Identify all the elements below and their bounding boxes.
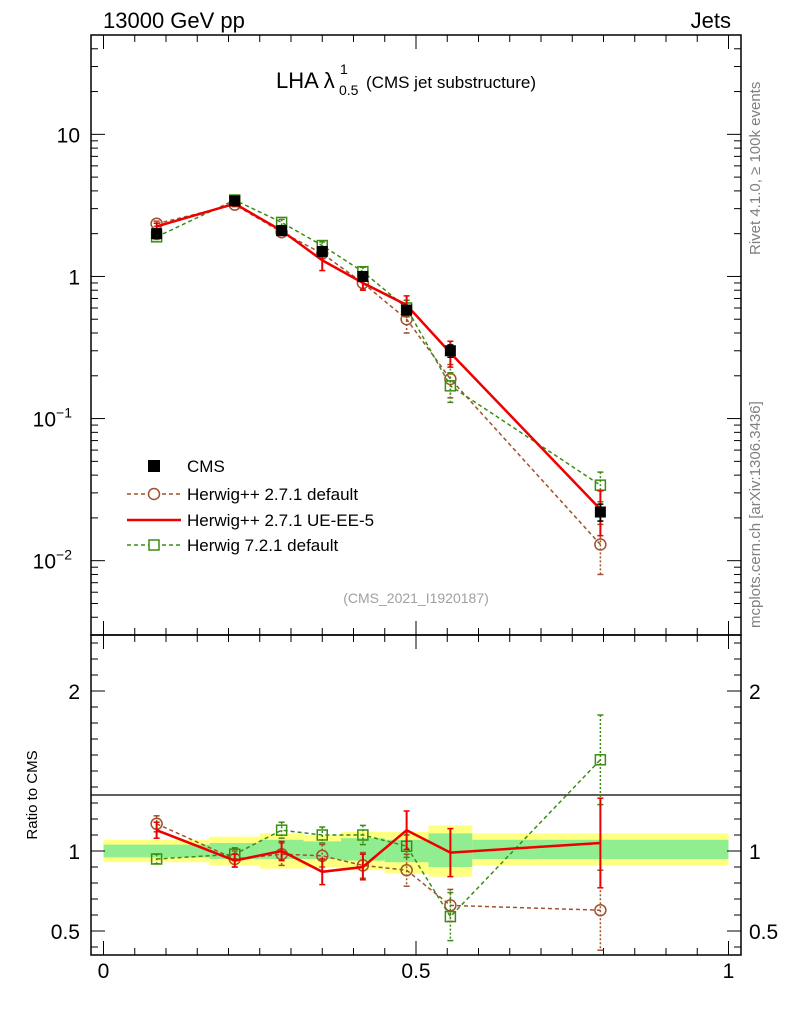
plot-title-superscript: 1 — [340, 61, 348, 77]
legend-marker-cms — [148, 460, 160, 472]
legend-label-herwigpp-ueee5: Herwig++ 2.7.1 UE-EE-5 — [187, 511, 374, 530]
x-tick-label: 0.5 — [401, 960, 430, 983]
herwig7-ratio-line — [156, 759, 601, 918]
ratio-y-tick-label: 2 — [68, 681, 80, 704]
herwig7-ratio-point — [444, 910, 457, 923]
main-panel: 10 1 10−1 10−2 LHA λ 1 0.5 (CMS jet substru… — [33, 34, 742, 636]
ratio-panel: 2 2 1 1 0.5 0.5 0 0.5 1 Ratio to CMS — [24, 634, 778, 983]
herwig7-ratio-point — [150, 853, 163, 865]
header-right: Jets — [691, 8, 731, 33]
herwigpp-default-ratio-point — [400, 863, 413, 877]
herwig7-ratio-point — [357, 829, 369, 841]
herwigpp-default-ratio-point — [594, 903, 607, 917]
herwig7-point — [444, 380, 457, 392]
band-green — [341, 838, 385, 861]
legend-marker-herwigpp-default — [147, 487, 161, 501]
plot-title-subscript: 0.5 — [339, 82, 359, 98]
cms-point — [444, 345, 456, 357]
herwig7-ratio-point — [594, 754, 607, 766]
plot-title: LHA λ — [276, 68, 335, 93]
ratio-series — [150, 714, 607, 951]
ratio-y-tick-label-right: 0.5 — [749, 921, 778, 944]
plot-title-paren: (CMS jet substructure) — [366, 73, 536, 92]
analysis-watermark: (CMS_2021_I1920187) — [343, 590, 489, 606]
cms-point — [357, 270, 369, 282]
ratio-uncertainty-bands — [103, 825, 729, 877]
ratio-y-tick-label-right: 2 — [749, 681, 761, 704]
herwigpp-default-point — [594, 538, 607, 551]
cms-point — [151, 228, 163, 240]
side-text-mcplots: mcplots.cern.ch [arXiv:1306.3436] — [747, 401, 764, 628]
cms-point — [229, 195, 241, 207]
ratio-y-axis-label: Ratio to CMS — [24, 750, 41, 839]
ratio-y-tick-label-right: 1 — [749, 841, 761, 864]
herwig7-ratio-point — [316, 829, 328, 841]
ratio-y-tick-label: 1 — [68, 841, 80, 864]
y-tick-label: 10−2 — [33, 547, 73, 574]
herwigpp-ueee5-line — [156, 202, 602, 511]
main-series — [150, 194, 607, 576]
legend-marker-herwig7 — [148, 539, 160, 551]
herwigpp-ueee5-ratio-line — [156, 828, 601, 874]
legend-label-cms: CMS — [187, 457, 225, 476]
header-left: 13000 GeV pp — [103, 8, 245, 33]
legend-label-herwig7: Herwig 7.2.1 default — [187, 536, 338, 555]
cms-point — [276, 225, 288, 237]
x-tick-label: 0 — [98, 960, 110, 983]
ratio-y-tick-label: 0.5 — [51, 921, 80, 944]
y-tick-label: 1 — [68, 266, 80, 289]
cms-point — [316, 245, 328, 257]
band-green — [103, 844, 210, 858]
herwig7-ratio-point — [275, 824, 288, 836]
herwig7-line — [156, 199, 601, 486]
ratio-frame — [90, 634, 742, 956]
legend: CMS Herwig++ 2.7.1 default Herwig++ 2.7.… — [127, 457, 374, 555]
x-tick-label: 1 — [723, 960, 735, 983]
side-text-rivet: Rivet 4.1.0, ≥ 100k events — [747, 82, 764, 255]
cms-point — [401, 304, 413, 316]
cms-point — [594, 506, 606, 518]
legend-label-herwigpp-default: Herwig++ 2.7.1 default — [187, 485, 358, 504]
y-tick-label: 10−1 — [33, 405, 73, 432]
y-tick-label: 10 — [57, 124, 80, 147]
main-axis-ticks: 10 1 10−1 10−2 — [33, 34, 741, 636]
herwigpp-default-line — [156, 203, 601, 545]
ratio-axis-ticks: 2 2 1 1 0.5 0.5 0 0.5 1 — [51, 635, 778, 983]
